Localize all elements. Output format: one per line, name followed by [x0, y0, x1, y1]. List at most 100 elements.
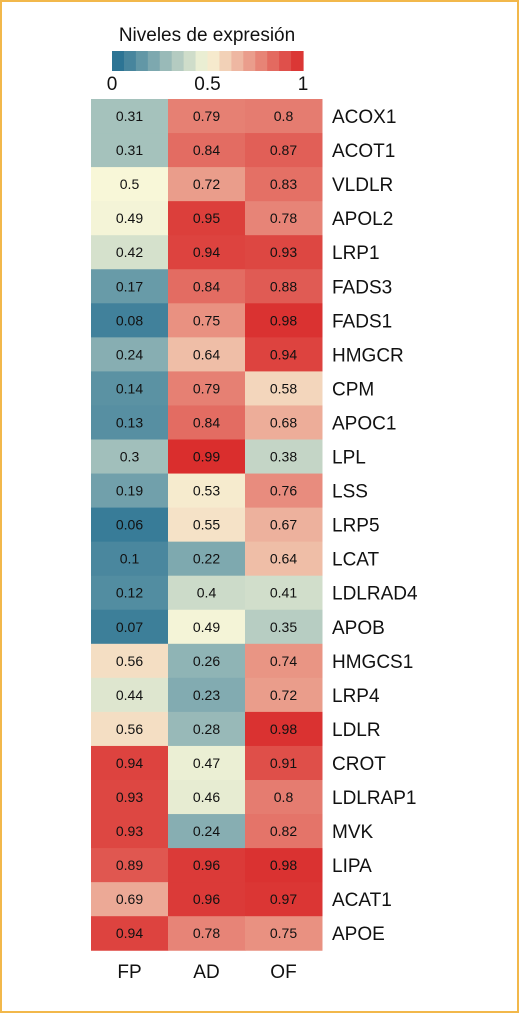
cell-value-label: 0.5: [120, 176, 140, 192]
heatmap-cell: [245, 848, 323, 883]
gene-label: ACOX1: [332, 107, 396, 128]
heatmap-cell: [168, 99, 246, 134]
cell-value-label: 0.97: [270, 891, 297, 907]
heatmap-cell: [91, 99, 169, 134]
gene-label: LDLRAP1: [332, 788, 417, 809]
heatmap-cell: [168, 780, 246, 815]
cell-value-label: 0.76: [270, 483, 297, 499]
legend-tick-label: 0: [107, 74, 118, 95]
cell-value-label: 0.41: [270, 585, 297, 601]
legend-segment: [243, 51, 256, 71]
heatmap-cell: [245, 507, 323, 543]
heatmap-cell: [91, 848, 169, 883]
heatmap-cell: [245, 371, 323, 406]
gene-label: MVK: [332, 822, 374, 843]
gene-label: APOE: [332, 924, 385, 945]
cell-value-label: 0.14: [116, 380, 143, 396]
heatmap-cell: [168, 439, 246, 475]
heatmap-cell: [91, 371, 169, 406]
cell-value-label: 0.74: [270, 653, 297, 669]
gene-label: HMGCS1: [332, 652, 413, 673]
cell-value-label: 0.64: [193, 346, 220, 362]
heatmap-cell: [91, 643, 169, 679]
gene-label: CROT: [332, 754, 386, 775]
heatmap-cell: [168, 541, 246, 577]
cell-value-label: 0.78: [193, 925, 220, 941]
cell-value-label: 0.24: [116, 346, 143, 362]
cell-value-label: 0.42: [116, 244, 143, 260]
gene-label: VLDLR: [332, 175, 393, 196]
cell-value-label: 0.53: [193, 483, 220, 499]
legend-tick-label: 1: [298, 74, 309, 95]
heatmap-cell: [91, 201, 169, 236]
heatmap-cell: [245, 882, 323, 917]
heatmap-cell: [245, 541, 323, 577]
cell-value-label: 0.96: [193, 857, 220, 873]
heatmap-cell: [91, 507, 169, 543]
legend-segment: [219, 51, 232, 71]
legend-segment: [183, 51, 197, 71]
heatmap-cell: [91, 303, 169, 338]
cell-value-label: 0.17: [116, 278, 143, 294]
cell-value-label: 0.12: [116, 585, 143, 601]
cell-value-label: 0.75: [270, 925, 297, 941]
heatmap-cell: [168, 337, 246, 372]
cell-value-label: 0.49: [193, 619, 220, 635]
cell-value-label: 0.89: [116, 857, 143, 873]
legend-ticks: 0 0.5 1: [107, 74, 309, 95]
cell-value-label: 0.88: [270, 278, 297, 294]
heatmap-cell: [245, 405, 323, 440]
cell-value-label: 0.82: [270, 823, 297, 839]
heatmap-cell: [245, 303, 323, 338]
cell-value-label: 0.08: [116, 312, 143, 328]
legend-segment: [135, 51, 149, 71]
column-label: OF: [270, 962, 296, 983]
legend-segment: [279, 51, 292, 71]
heatmap-cell: [168, 643, 246, 679]
heatmap-cell: [168, 133, 246, 168]
gene-label: LRP4: [332, 686, 380, 707]
gene-label: ACOT1: [332, 141, 395, 162]
legend-segment: [207, 51, 221, 71]
legend-segment: [291, 51, 304, 71]
heatmap-cell: [168, 167, 246, 202]
cell-value-label: 0.58: [270, 380, 297, 396]
legend-segment: [147, 51, 161, 71]
gene-label: LCAT: [332, 550, 380, 571]
heatmap-cell: [91, 541, 169, 577]
cell-value-label: 0.49: [116, 210, 143, 226]
cell-value-label: 0.98: [270, 721, 297, 737]
heatmap-cell: [245, 235, 323, 270]
heatmap-cell: [91, 916, 169, 951]
cell-value-label: 0.94: [270, 346, 297, 362]
cell-value-label: 0.93: [116, 789, 143, 805]
heatmap-cell: [168, 916, 246, 951]
cell-value-label: 0.72: [193, 176, 220, 192]
cell-value-label: 0.94: [193, 244, 220, 260]
cell-value-label: 0.98: [270, 312, 297, 328]
heatmap-cell: [168, 201, 246, 236]
cell-value-label: 0.19: [116, 483, 143, 499]
cell-value-label: 0.31: [116, 142, 143, 158]
heatmap-cell: [168, 677, 246, 713]
heatmap-cell: [245, 711, 323, 747]
gene-label: LIPA: [332, 856, 372, 877]
cell-value-label: 0.07: [116, 619, 143, 635]
heatmap-cell: [245, 167, 323, 202]
cell-value-label: 0.06: [116, 517, 143, 533]
cell-value-label: 0.79: [193, 108, 220, 124]
heatmap-cell: [91, 337, 169, 372]
gene-label: LDLR: [332, 720, 381, 741]
heatmap-cell: [91, 609, 169, 645]
gene-label: LRP1: [332, 243, 380, 264]
cell-value-label: 0.28: [193, 721, 220, 737]
column-labels: FP AD OF: [117, 962, 296, 983]
heatmap-cell: [245, 780, 323, 815]
gene-label: FADS1: [332, 311, 392, 332]
heatmap-cell: [245, 745, 323, 781]
cell-value-label: 0.99: [193, 449, 220, 465]
legend-title: Niveles de expresión: [119, 25, 295, 46]
heatmap-cell: [168, 745, 246, 781]
heatmap-cell: [245, 439, 323, 475]
